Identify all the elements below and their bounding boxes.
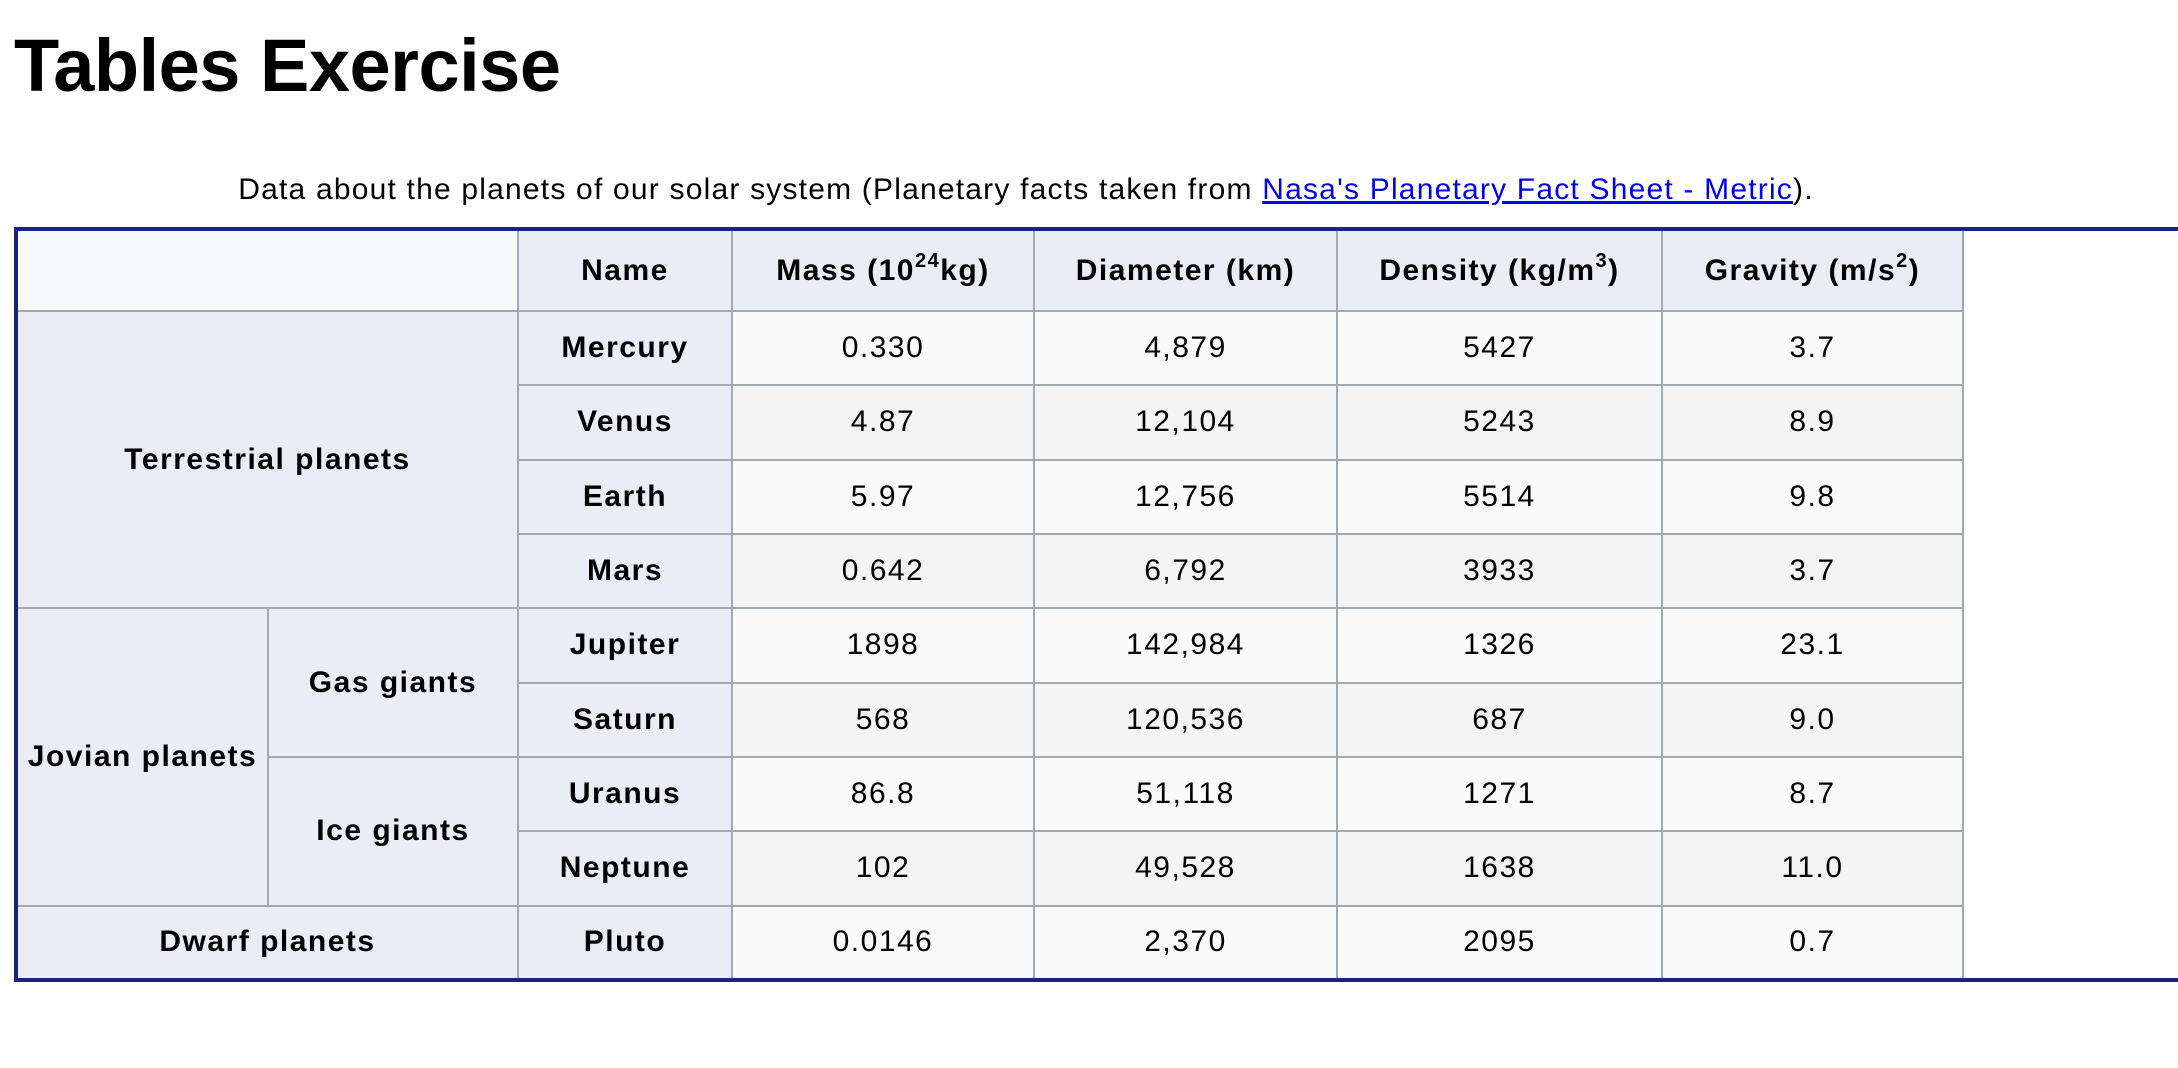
density-cell: 5514 (1336, 458, 1663, 535)
nasa-fact-sheet-link[interactable]: Nasa's Planetary Fact Sheet - Metric (1262, 173, 1794, 206)
planet-name: Pluto (517, 904, 733, 982)
gravity-cell: 3.7 (1661, 532, 1964, 610)
planet-name: Saturn (517, 681, 733, 758)
table-row: Dwarf planets Pluto 0.0146 2,370 2095 0.… (15, 904, 2178, 982)
planet-name: Mercury (517, 309, 733, 387)
density-cell: 3933 (1336, 532, 1663, 610)
header-gravity: Gravity (m/s2) (1661, 228, 1964, 312)
table-row: Neptune 102 49,528 1638 11.0 (16, 830, 2178, 907)
planet-name: Mars (517, 532, 733, 610)
header-blank-cell (15, 228, 519, 312)
density-cell: 2095 (1336, 904, 1663, 982)
header-mass: Mass (1024kg) (731, 228, 1035, 312)
group-dwarf: Dwarf planets (15, 904, 519, 982)
gravity-cell: 9.8 (1661, 458, 1964, 535)
header-diameter: Diameter (km) (1033, 228, 1338, 312)
page-title: Tables Exercise (14, 24, 561, 107)
diameter-cell: 2,370 (1033, 904, 1338, 982)
diameter-cell: 12,104 (1033, 384, 1338, 461)
header-mass-base: Mass (10 (776, 253, 915, 287)
density-cell: 5243 (1336, 384, 1663, 461)
table-caption: Data about the planets of our solar syst… (14, 170, 2038, 210)
diameter-cell: 12,756 (1033, 458, 1338, 535)
group-jovian: Jovian planets (15, 607, 269, 907)
planet-name: Jupiter (517, 607, 733, 684)
diameter-cell: 49,528 (1033, 830, 1338, 907)
gravity-cell: 23.1 (1661, 607, 1964, 684)
header-density: Density (kg/m3) (1336, 228, 1663, 312)
planet-name: Uranus (517, 755, 733, 833)
table-row: Jovian planets Gas giants Jupiter 1898 1… (15, 607, 2178, 907)
diameter-cell: 120,536 (1033, 681, 1338, 758)
gravity-cell: 11.0 (1661, 830, 1964, 907)
header-mass-after: kg) (940, 253, 990, 287)
gravity-cell: 3.7 (1661, 309, 1964, 387)
gravity-cell: 8.9 (1661, 384, 1964, 461)
table-row: Saturn 568 120,536 687 9.0 (16, 681, 2178, 758)
density-cell: 1271 (1336, 755, 1663, 833)
header-mass-sup: 24 (915, 249, 941, 272)
table-row: Earth 5.97 12,756 5514 9.8 (16, 458, 2178, 535)
header-gravity-after: ) (1908, 253, 1921, 287)
header-gravity-sup: 2 (1896, 249, 1909, 272)
diameter-cell: 51,118 (1033, 755, 1338, 833)
mass-cell: 4.87 (731, 384, 1035, 461)
header-density-sup: 3 (1595, 249, 1609, 272)
header-row: Name Mass (1024kg) Diameter (km) Density… (15, 228, 2178, 312)
gravity-cell: 8.7 (1661, 755, 1964, 833)
mass-cell: 102 (731, 830, 1035, 907)
mass-cell: 0.642 (731, 532, 1035, 610)
table-row: Terrestrial planets Mercury 0.330 4,879 … (15, 309, 2178, 610)
mass-cell: 568 (731, 681, 1035, 758)
planet-name: Venus (517, 384, 733, 461)
caption-text: Data about the planets of our solar syst… (238, 173, 1263, 206)
table-row: Mars 0.642 6,792 3933 3.7 (16, 532, 2178, 610)
mass-cell: 0.330 (731, 309, 1035, 387)
mass-cell: 5.97 (731, 458, 1035, 535)
planet-name: Earth (517, 458, 733, 535)
gravity-cell: 9.0 (1661, 681, 1964, 758)
mass-cell: 86.8 (731, 755, 1035, 833)
density-cell: 1326 (1336, 607, 1663, 684)
diameter-cell: 6,792 (1033, 532, 1338, 610)
mass-cell: 1898 (731, 607, 1035, 684)
caption-text-end: ). (1793, 173, 1814, 206)
planets-table: Name Mass (1024kg) Diameter (km) Density… (14, 227, 2178, 982)
header-name: Name (517, 228, 733, 312)
diameter-cell: 4,879 (1033, 309, 1338, 387)
density-cell: 687 (1336, 681, 1663, 758)
mass-cell: 0.0146 (731, 904, 1035, 982)
group-terrestrial: Terrestrial planets (15, 309, 519, 610)
table-row: Ice giants Uranus 86.8 51,118 1271 8.7 (16, 755, 2178, 907)
density-cell: 1638 (1336, 830, 1663, 907)
planet-name: Neptune (517, 830, 733, 907)
diameter-cell: 142,984 (1033, 607, 1338, 684)
group-gas-giants: Gas giants (267, 607, 519, 758)
gravity-cell: 0.7 (1661, 904, 1964, 982)
density-cell: 5427 (1336, 309, 1663, 387)
table-row: Venus 4.87 12,104 5243 8.9 (16, 384, 2178, 461)
header-gravity-base: Gravity (m/s (1704, 253, 1897, 287)
header-density-base: Density (kg/m (1379, 253, 1596, 287)
header-density-after: ) (1608, 253, 1620, 287)
group-ice-giants: Ice giants (267, 755, 519, 907)
